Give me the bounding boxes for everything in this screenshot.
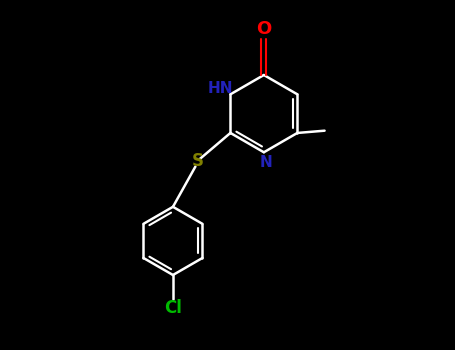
Text: HN: HN	[207, 81, 233, 96]
Text: S: S	[192, 152, 204, 170]
Text: O: O	[256, 20, 272, 38]
Text: N: N	[260, 155, 273, 170]
Text: Cl: Cl	[164, 299, 182, 317]
